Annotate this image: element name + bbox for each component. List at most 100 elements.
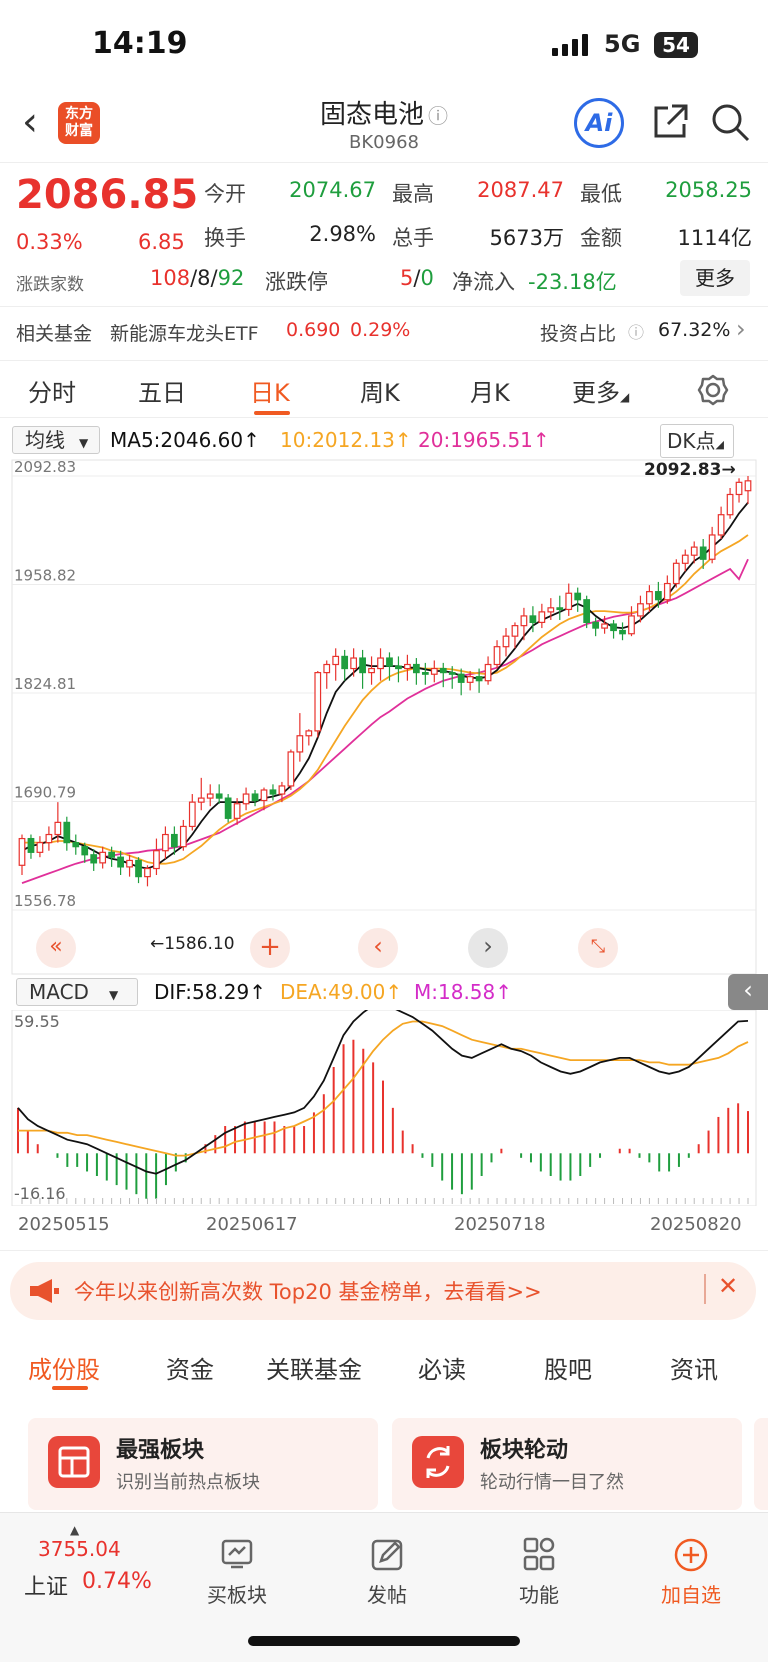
candle: [690, 546, 698, 556]
grid-icon: [523, 1537, 555, 1571]
share-icon[interactable]: [648, 100, 692, 144]
candle: [314, 672, 322, 732]
macd-selector[interactable]: MACD ▼: [16, 978, 138, 1006]
functions-button[interactable]: 功能: [494, 1537, 584, 1608]
caret-up-icon: ▲: [70, 1523, 80, 1537]
promo-banner[interactable]: 今年以来创新高次数 Top20 基金榜单，去看看>> ✕: [10, 1262, 756, 1320]
ma10-line: [22, 534, 749, 865]
date-label: 20250617: [206, 1214, 298, 1235]
date-label: 20250515: [18, 1214, 110, 1235]
page-title: 固态电池 ⓘ: [319, 100, 448, 130]
strongest-sector-card[interactable]: 最强板块 识别当前热点板块: [28, 1418, 378, 1510]
candle: [359, 657, 366, 674]
collapse-icon[interactable]: ‹: [728, 974, 768, 1010]
quote-panel: 2086.85 0.33% 6.85 今开 2074.67 最高 2087.47…: [0, 164, 768, 296]
candle: [144, 867, 151, 878]
tab-must-read[interactable]: 必读: [418, 1356, 466, 1384]
buy-sector-button[interactable]: 买板块: [192, 1537, 282, 1608]
ma-selector[interactable]: 均线 ▼: [12, 426, 100, 454]
fund-name[interactable]: 新能源车龙头ETF: [110, 323, 259, 345]
candle: [162, 833, 169, 852]
ai-button[interactable]: Ai: [574, 98, 624, 148]
tab-underline: [254, 411, 290, 415]
network-type: 5G: [604, 30, 641, 58]
ma5-value: MA5:2046.60↑: [110, 428, 260, 452]
candle: [511, 625, 519, 637]
candle: [556, 607, 564, 611]
candle: [681, 554, 689, 564]
kline-chart[interactable]: 2092.83 1958.82 1824.81 1690.79 1556.78: [0, 458, 768, 976]
ma5-line: [21, 502, 749, 870]
macd-y-top: 59.55: [14, 1012, 60, 1031]
post-button[interactable]: 发帖: [342, 1537, 432, 1608]
sector-icon: [48, 1436, 100, 1488]
tab-minute[interactable]: 分时: [28, 379, 76, 407]
add-circle-icon: [674, 1538, 708, 1572]
low-marker: ←1586.10: [150, 934, 235, 954]
sector-code: BK0968: [349, 132, 419, 153]
candle: [63, 821, 71, 844]
tab-five-day[interactable]: 五日: [138, 379, 186, 407]
turnover-label: 换手: [204, 226, 246, 250]
index-value[interactable]: 3755.04: [38, 1537, 121, 1561]
dea-line: [18, 1020, 749, 1157]
back-icon[interactable]: ‹: [22, 99, 38, 145]
macd-chart[interactable]: [0, 1010, 768, 1206]
status-time: 14:19: [92, 26, 188, 61]
add-watchlist-button[interactable]: 加自选: [646, 1537, 736, 1608]
info-icon[interactable]: ⓘ: [428, 104, 448, 128]
tab-weekly-k[interactable]: 周K: [360, 379, 400, 407]
open-label: 今开: [204, 182, 246, 206]
tab-related-funds[interactable]: 关联基金: [266, 1356, 362, 1384]
tab-monthly-k[interactable]: 月K: [470, 379, 510, 407]
tab-funds[interactable]: 资金: [166, 1356, 214, 1384]
volume-value: 5673万: [489, 226, 564, 250]
candle: [448, 672, 456, 675]
candle: [368, 667, 375, 674]
index-name[interactable]: 上证: [24, 1575, 69, 1600]
candle: [323, 663, 331, 674]
candle: [54, 821, 62, 836]
ratio-value: 67.32%: [658, 319, 731, 341]
candle: [377, 657, 384, 670]
settings-icon[interactable]: [696, 373, 730, 407]
dk-point-button[interactable]: DK点◢: [660, 424, 734, 458]
candle: [654, 591, 662, 601]
dea-value: DEA:49.00↑: [280, 980, 403, 1004]
tab-more[interactable]: 更多◢: [572, 379, 630, 407]
chevron-right-icon[interactable]: ›: [736, 315, 746, 343]
candle: [708, 534, 716, 560]
candle: [457, 673, 465, 683]
y-axis-label: 1958.82: [14, 566, 76, 584]
candle: [610, 623, 617, 632]
megaphone-icon: [30, 1279, 59, 1303]
search-icon[interactable]: [708, 100, 752, 144]
high-value: 2087.47: [477, 178, 564, 202]
tab-constituents[interactable]: 成份股: [28, 1356, 100, 1384]
candle: [332, 655, 340, 666]
card-title: 最强板块: [116, 1438, 205, 1463]
candle: [287, 751, 295, 787]
close-icon[interactable]: ✕: [718, 1272, 739, 1300]
candle: [224, 797, 232, 819]
more-quote-button[interactable]: 更多: [680, 260, 750, 296]
next-icon[interactable]: ›: [468, 928, 508, 968]
fullscreen-icon[interactable]: ⤡: [578, 928, 618, 968]
card-subtitle: 轮动行情一目了然: [480, 1472, 624, 1493]
zoom-in-icon[interactable]: +: [250, 928, 290, 968]
tab-forum[interactable]: 股吧: [544, 1356, 592, 1384]
candle: [251, 793, 259, 802]
first-page-icon[interactable]: «: [36, 928, 76, 968]
sector-rotation-card[interactable]: 板块轮动 轮动行情一目了然: [392, 1418, 742, 1510]
tab-daily-k[interactable]: 日K: [250, 379, 290, 407]
tab-news[interactable]: 资讯: [670, 1356, 718, 1384]
help-icon[interactable]: ⓘ: [628, 323, 645, 342]
fund-pct: 0.29%: [350, 319, 411, 341]
edit-icon: [371, 1539, 403, 1571]
home-indicator: [248, 1636, 520, 1646]
related-fund-row[interactable]: 相关基金 新能源车龙头ETF 0.690 0.29% 投资占比 ⓘ 67.32%…: [0, 306, 768, 350]
prev-icon[interactable]: ‹: [358, 928, 398, 968]
ratio-label: 投资占比: [540, 323, 617, 345]
candle: [215, 793, 223, 799]
candle: [206, 793, 214, 799]
